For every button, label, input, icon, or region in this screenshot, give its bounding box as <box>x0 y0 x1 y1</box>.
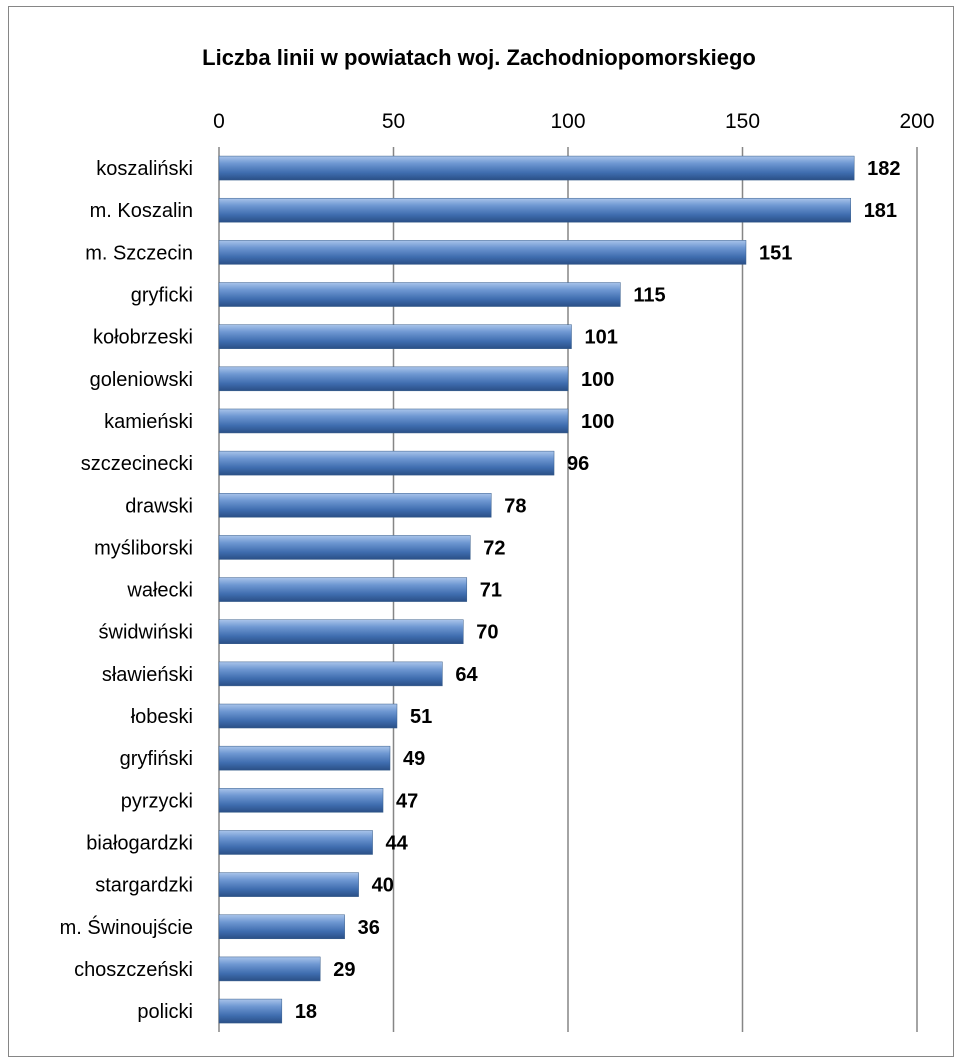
data-label: 18 <box>295 1001 317 1023</box>
x-tick-label: 50 <box>382 110 405 133</box>
bar <box>218 661 443 687</box>
data-label: 44 <box>386 832 409 854</box>
category-label: szczecinecki <box>81 453 193 475</box>
bar <box>218 872 359 897</box>
bar <box>218 408 569 434</box>
category-label: łobeski <box>131 706 193 728</box>
category-label: m. Szczecin <box>85 242 193 264</box>
data-label: 29 <box>333 959 355 981</box>
bar <box>218 155 855 181</box>
category-label: policki <box>137 1001 193 1023</box>
chart-title: Liczba linii w powiatach woj. Zachodniop… <box>202 45 756 70</box>
data-label: 40 <box>372 875 394 897</box>
x-tick-label: 200 <box>899 110 934 133</box>
data-label: 64 <box>455 664 478 686</box>
category-label: świdwiński <box>99 622 193 644</box>
x-axis-ticks: 0 50 100 150 200 <box>213 110 934 133</box>
category-label: myśliborski <box>94 537 193 559</box>
chart-frame: Liczba linii w powiatach woj. Zachodniop… <box>8 6 954 1057</box>
x-tick-label: 150 <box>725 110 760 133</box>
x-tick-label: 100 <box>550 110 585 133</box>
category-label: wałecki <box>126 580 193 602</box>
bar <box>218 493 492 518</box>
data-label: 78 <box>504 495 526 517</box>
data-label: 101 <box>584 327 617 349</box>
data-label: 182 <box>867 158 900 180</box>
bar <box>218 998 283 1024</box>
bar <box>218 450 555 476</box>
data-label: 100 <box>581 411 614 433</box>
category-label: pyrzycki <box>121 790 193 812</box>
category-label: goleniowski <box>90 369 193 391</box>
bar <box>218 240 747 265</box>
category-label: białogardzki <box>86 832 193 854</box>
category-label: koszaliński <box>96 158 193 180</box>
category-label: kamieński <box>104 411 193 433</box>
category-label: sławieński <box>102 664 193 686</box>
bar <box>218 197 851 223</box>
data-label: 100 <box>581 369 614 391</box>
category-label: gryficki <box>131 285 193 307</box>
data-label: 36 <box>358 917 380 939</box>
bar <box>218 830 373 855</box>
bar <box>218 619 464 644</box>
category-labels: koszaliński m. Koszalin m. Szczecin gryfick… <box>60 158 193 1023</box>
data-label: 115 <box>633 285 665 307</box>
bar <box>218 745 391 771</box>
bar <box>218 577 468 602</box>
bar <box>218 703 398 729</box>
category-label: stargardzki <box>95 875 193 897</box>
bar <box>218 366 569 392</box>
bar <box>218 788 384 813</box>
bar-chart: Liczba linii w powiatach woj. Zachodniop… <box>60 45 935 1032</box>
category-label: m. Koszalin <box>90 200 193 222</box>
bars <box>218 155 855 1024</box>
category-label: choszczeński <box>74 959 193 981</box>
data-label: 151 <box>759 242 792 264</box>
bar <box>218 282 621 307</box>
bar <box>218 535 471 560</box>
data-label: 72 <box>483 537 505 559</box>
data-label: 71 <box>480 580 502 602</box>
category-label: m. Świnoujście <box>60 915 193 939</box>
category-label: gryfiński <box>120 748 193 770</box>
data-label: 47 <box>396 790 418 812</box>
x-tick-label: 0 <box>213 110 225 133</box>
data-label: 51 <box>410 706 432 728</box>
value-labels: 182 181 151 115 101 100 100 96 78 72 71 70 64 51 49 47 4… <box>295 158 901 1023</box>
data-label: 96 <box>567 453 589 475</box>
data-label: 70 <box>476 622 498 644</box>
category-label: kołobrzeski <box>93 327 193 349</box>
bar <box>218 914 345 940</box>
bar <box>218 324 572 349</box>
data-label: 49 <box>403 748 425 770</box>
data-label: 181 <box>864 200 897 222</box>
bar <box>218 956 321 982</box>
category-label: drawski <box>125 495 193 517</box>
